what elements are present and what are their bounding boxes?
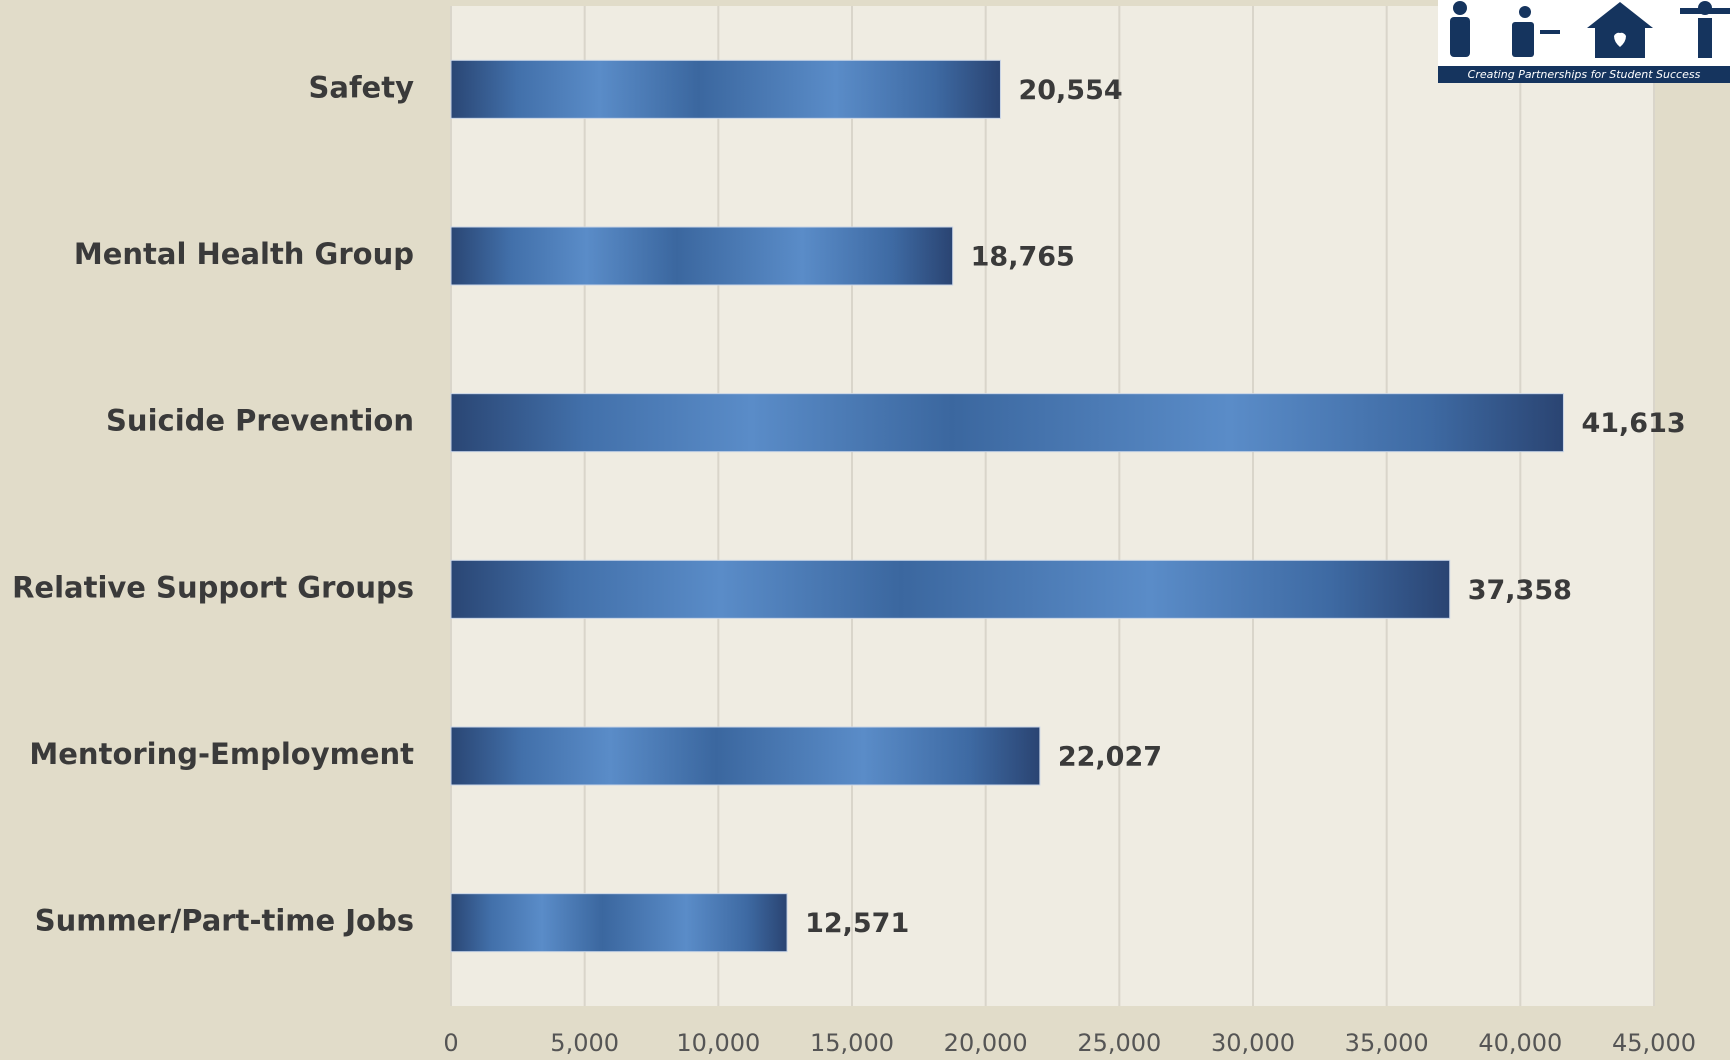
x-tick-label: 30,000	[1211, 1029, 1295, 1057]
value-label: 12,571	[805, 908, 909, 939]
logo-tagline: Creating Partnerships for Student Succes…	[1468, 68, 1701, 81]
plot-area	[451, 6, 1654, 1006]
y-tick-label: Mental Health Group	[74, 237, 414, 271]
x-tick-label: 15,000	[810, 1029, 894, 1057]
y-tick-label: Relative Support Groups	[12, 570, 414, 604]
y-tick-label: Summer/Part-time Jobs	[35, 904, 414, 938]
bar	[450, 393, 1564, 453]
value-label: 22,027	[1058, 742, 1162, 773]
x-tick-label: 40,000	[1478, 1029, 1562, 1057]
bar	[450, 726, 1041, 786]
x-tick-label: 0	[443, 1029, 458, 1057]
x-tick-label: 45,000	[1612, 1029, 1696, 1057]
bar	[450, 559, 1451, 619]
x-tick-label: 25,000	[1077, 1029, 1161, 1057]
y-tick-label: Safety	[308, 70, 414, 104]
value-label: 37,358	[1468, 575, 1572, 606]
y-tick-label: Suicide Prevention	[106, 404, 414, 438]
x-tick-label: 5,000	[550, 1029, 619, 1057]
value-label: 18,765	[971, 242, 1075, 273]
logo: Creating Partnerships for Student Succes…	[1438, 0, 1730, 83]
bar	[450, 226, 954, 286]
x-tick-label: 10,000	[676, 1029, 760, 1057]
y-tick-label: Mentoring-Employment	[29, 737, 414, 771]
x-tick-label: 35,000	[1345, 1029, 1429, 1057]
value-label: 41,613	[1581, 408, 1685, 439]
x-tick-label: 20,000	[944, 1029, 1028, 1057]
bar	[450, 59, 1001, 119]
bar	[450, 893, 788, 953]
value-label: 20,554	[1018, 75, 1122, 106]
